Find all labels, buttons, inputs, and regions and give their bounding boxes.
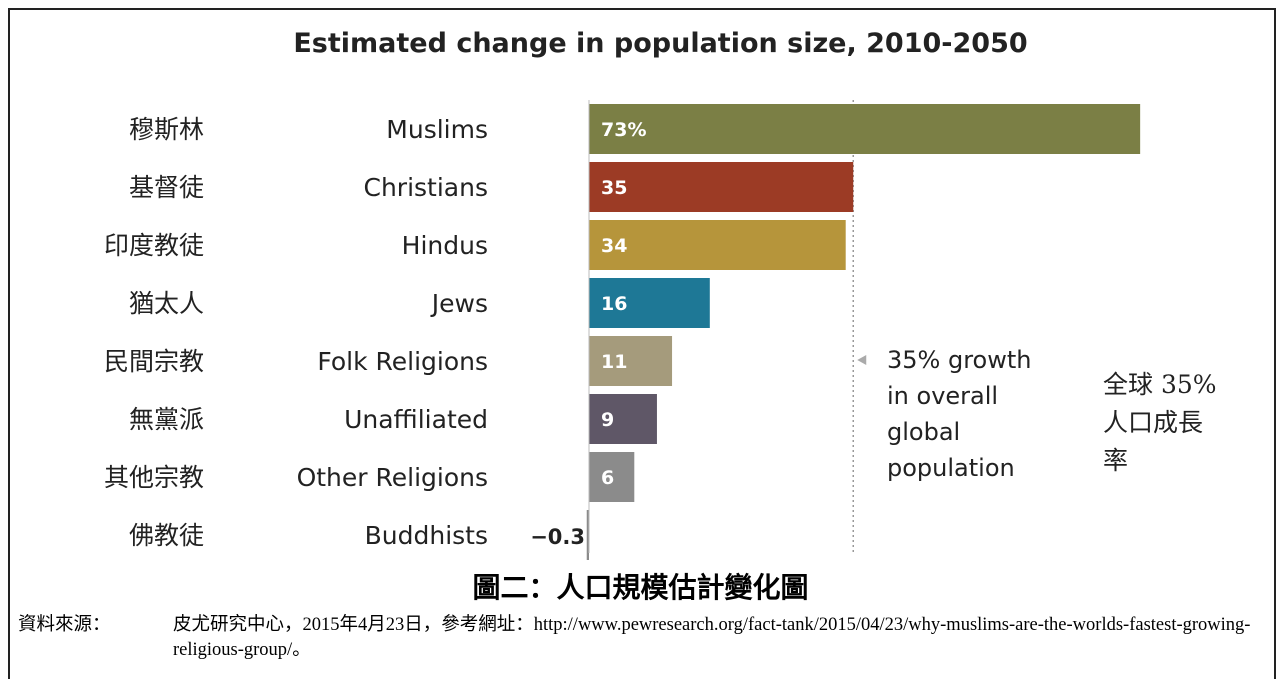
category-label: Muslims xyxy=(386,115,488,144)
data-label: 34 xyxy=(601,235,627,257)
data-label: 11 xyxy=(601,351,627,373)
reference-label-line: global xyxy=(887,418,960,446)
category-label-zh: 基督徒 xyxy=(129,173,204,202)
category-label: Jews xyxy=(430,289,488,318)
category-label: Unaffiliated xyxy=(344,405,488,434)
category-label-zh: 印度教徒 xyxy=(104,231,204,260)
category-label-zh: 其他宗教 xyxy=(104,463,204,492)
reference-label-zh-line: 率 xyxy=(1103,446,1128,475)
data-label: −0.3 xyxy=(530,525,585,549)
category-label: Folk Religions xyxy=(317,347,488,376)
reference-label-line: 35% growth xyxy=(887,346,1031,374)
bar xyxy=(589,104,1141,154)
source-text: 皮尤研究中心，2015年4月23日，參考網址：http://www.pewres… xyxy=(173,615,1251,660)
reference-arrow xyxy=(857,355,867,365)
reference-label-zh-line: 全球 35% xyxy=(1103,370,1217,399)
reference-label-zh-line: 人口成長 xyxy=(1103,408,1203,437)
category-label-zh: 無黨派 xyxy=(129,405,204,434)
data-label: 16 xyxy=(601,293,627,315)
reference-label-line: population xyxy=(887,454,1015,482)
category-label-zh: 穆斯林 xyxy=(129,115,204,144)
bar xyxy=(586,510,589,560)
bar xyxy=(589,394,657,444)
figure-frame xyxy=(8,8,1276,679)
data-label: 6 xyxy=(601,467,614,489)
bar xyxy=(589,278,710,328)
bar xyxy=(589,220,846,270)
bar xyxy=(589,336,673,386)
data-label: 73% xyxy=(601,119,646,141)
category-label-zh: 佛教徒 xyxy=(129,521,204,550)
bar xyxy=(589,162,854,212)
bar xyxy=(589,452,635,502)
figure-caption: 圖二：人口規模估計變化圖 xyxy=(472,571,809,604)
source-label: 資料來源： xyxy=(18,615,111,635)
data-label: 9 xyxy=(601,409,614,431)
category-label: Buddhists xyxy=(365,521,488,550)
category-label: Christians xyxy=(364,173,489,202)
source-note: 資料來源： 皮尤研究中心，2015年4月23日，參考網址：http://www.… xyxy=(18,613,1263,663)
category-label-zh: 猶太人 xyxy=(129,289,204,318)
data-label: 35 xyxy=(601,177,627,199)
category-label-zh: 民間宗教 xyxy=(104,347,204,376)
reference-label-line: in overall xyxy=(887,382,998,410)
chart-title: Estimated change in population size, 201… xyxy=(293,28,1028,59)
category-label: Other Religions xyxy=(297,463,488,492)
category-label: Hindus xyxy=(402,231,488,260)
bar-chart: 穆斯林 Muslims 73% 基督徒 Christians 35 印度教徒 Hindus 34… xyxy=(104,100,1217,560)
